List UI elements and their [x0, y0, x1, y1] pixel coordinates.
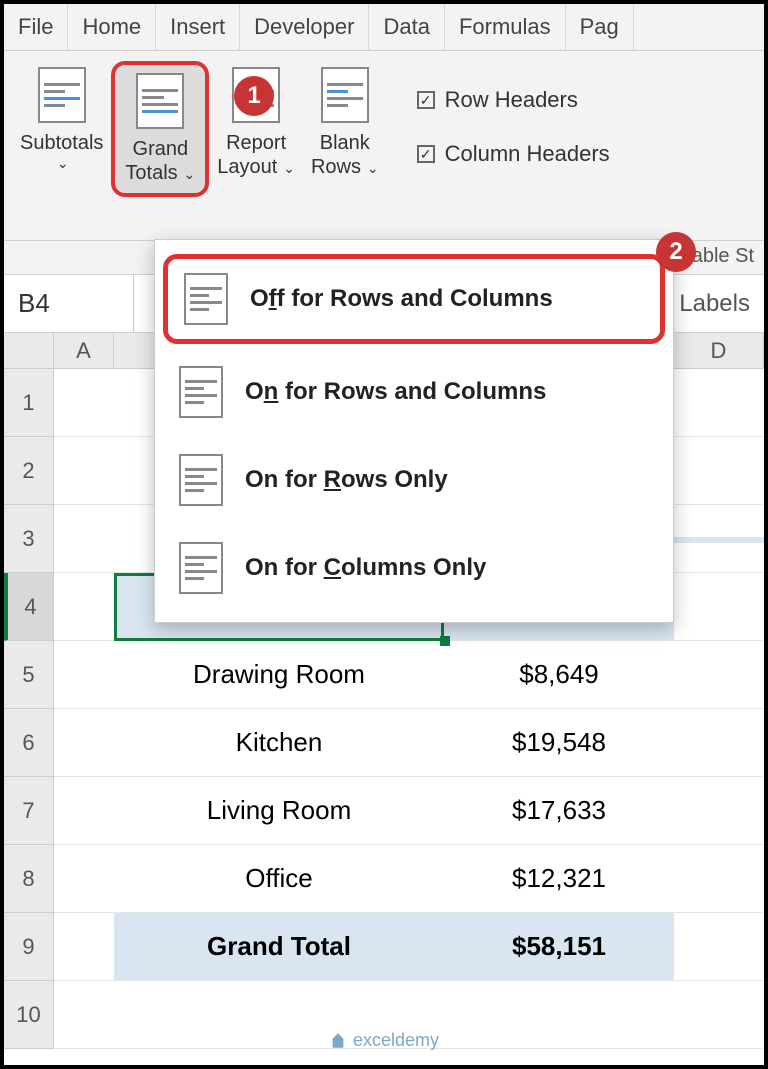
header-checkboxes: ✓ Row Headers ✓ Column Headers: [417, 61, 610, 167]
dropdown-off-rows-cols[interactable]: Off for Rows and Columns: [163, 254, 665, 344]
annotation-badge-1: 1: [234, 76, 274, 116]
watermark-icon: [329, 1032, 347, 1050]
pivot-value[interactable]: $17,633: [444, 777, 674, 844]
tab-page[interactable]: Pag: [566, 4, 634, 50]
layout-icon: [179, 454, 223, 506]
subtotals-label: Subtotals: [20, 131, 103, 155]
dropdown-on-rows-cols[interactable]: On for Rows and Columns: [155, 348, 673, 436]
row-header[interactable]: 1: [4, 369, 54, 437]
row-header[interactable]: 2: [4, 437, 54, 505]
annotation-badge-2: 2: [656, 232, 696, 272]
row-header[interactable]: 7: [4, 777, 54, 845]
chevron-down-icon: ⌄: [57, 155, 69, 172]
layout-icon: [179, 542, 223, 594]
dropdown-label: On for Columns Only: [245, 554, 486, 582]
pivot-row-label[interactable]: Office: [114, 845, 444, 912]
tab-file[interactable]: File: [4, 4, 68, 50]
blank-rows-icon: [321, 67, 369, 123]
pivot-value[interactable]: $19,548: [444, 709, 674, 776]
grand-totals-label-2: Totals: [125, 162, 177, 184]
row-header-active[interactable]: 4: [4, 573, 54, 641]
checkbox-icon: ✓: [417, 91, 435, 109]
col-header-a[interactable]: A: [54, 333, 114, 368]
tab-home[interactable]: Home: [68, 4, 156, 50]
pivot-row-label[interactable]: Living Room: [114, 777, 444, 844]
column-headers-label: Column Headers: [445, 141, 610, 167]
tab-formulas[interactable]: Formulas: [445, 4, 566, 50]
chevron-down-icon: ⌄: [180, 166, 196, 182]
name-box[interactable]: B4: [4, 275, 134, 332]
ribbon-tabs: File Home Insert Developer Data Formulas…: [4, 4, 764, 51]
row-header[interactable]: 9: [4, 913, 54, 981]
col-header-d[interactable]: D: [674, 333, 764, 368]
dropdown-label: On for Rows Only: [245, 466, 448, 494]
chevron-down-icon: ⌄: [363, 160, 379, 176]
dropdown-on-cols-only[interactable]: On for Columns Only: [155, 524, 673, 612]
blank-rows-button[interactable]: Blank Rows ⌄: [303, 61, 387, 185]
row-headers-col: 1 2 3 4 5 6 7 8 9 10: [4, 369, 54, 1049]
watermark: exceldemy: [329, 1030, 439, 1051]
layout-icon: [184, 273, 228, 325]
fill-handle[interactable]: [440, 636, 450, 646]
pivot-grand-total-label[interactable]: Grand Total: [114, 913, 444, 980]
tab-developer[interactable]: Developer: [240, 4, 369, 50]
tab-data[interactable]: Data: [369, 4, 444, 50]
pivot-row-label[interactable]: Drawing Room: [114, 641, 444, 708]
dropdown-label: On for Rows and Columns: [245, 378, 546, 406]
grand-totals-label-1: Grand: [133, 138, 189, 160]
pivot-value[interactable]: $8,649: [444, 641, 674, 708]
chevron-down-icon: ⌄: [279, 160, 295, 176]
grand-totals-dropdown: Off for Rows and Columns On for Rows and…: [154, 239, 674, 623]
row-header[interactable]: 10: [4, 981, 54, 1049]
row-header[interactable]: 5: [4, 641, 54, 709]
pivot-value[interactable]: $12,321: [444, 845, 674, 912]
report-layout-label-2: Layout: [217, 156, 277, 178]
grand-totals-icon: [136, 73, 184, 129]
blank-rows-label-2: Rows: [311, 156, 361, 178]
subtotals-button[interactable]: Subtotals ⌄: [12, 61, 111, 178]
layout-icon: [179, 366, 223, 418]
ribbon: Subtotals ⌄ Grand Totals ⌄ Report Layout…: [4, 51, 764, 241]
row-header[interactable]: 8: [4, 845, 54, 913]
select-all-corner[interactable]: [4, 333, 54, 368]
subtotals-icon: [38, 67, 86, 123]
report-layout-label-1: Report: [226, 132, 286, 154]
watermark-text: exceldemy: [353, 1030, 439, 1051]
dropdown-on-rows-only[interactable]: On for Rows Only: [155, 436, 673, 524]
checkbox-icon: ✓: [417, 145, 435, 163]
pivot-row-label[interactable]: Kitchen: [114, 709, 444, 776]
row-headers-label: Row Headers: [445, 87, 578, 113]
blank-rows-label-1: Blank: [320, 132, 370, 154]
grand-totals-button[interactable]: Grand Totals ⌄: [111, 61, 209, 197]
column-headers-checkbox[interactable]: ✓ Column Headers: [417, 141, 610, 167]
tab-insert[interactable]: Insert: [156, 4, 240, 50]
row-header[interactable]: 6: [4, 709, 54, 777]
row-header[interactable]: 3: [4, 505, 54, 573]
pivot-grand-total-value[interactable]: $58,151: [444, 913, 674, 980]
row-headers-checkbox[interactable]: ✓ Row Headers: [417, 87, 610, 113]
dropdown-label: Off for Rows and Columns: [250, 285, 553, 313]
